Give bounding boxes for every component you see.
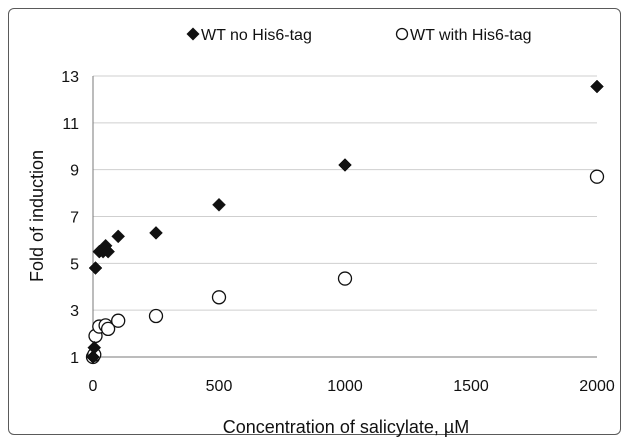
x-axis-title: Concentration of salicylate, µM	[223, 417, 469, 437]
data-point-filled-diamond	[591, 80, 604, 93]
y-axis-title: Fold of induction	[27, 150, 47, 282]
legend-marker-filled-diamond	[187, 28, 200, 41]
y-tick-label: 3	[70, 303, 79, 320]
data-point-filled-diamond	[213, 198, 226, 211]
y-tick-label: 11	[62, 116, 79, 133]
legend-label: WT with His6-tag	[410, 27, 532, 44]
data-point-open-circle	[150, 310, 163, 323]
y-tick-label: 5	[70, 256, 79, 273]
legend: WT no His6-tag WT with His6-tag	[187, 27, 532, 44]
data-point-open-circle	[112, 314, 125, 327]
legend-label: WT no His6-tag	[201, 27, 312, 44]
x-tick-label: 0	[89, 378, 98, 395]
legend-item-series-2: WT with His6-tag	[397, 27, 532, 44]
x-tick-label: 500	[206, 378, 233, 395]
legend-item-series-1: WT no His6-tag	[187, 27, 312, 44]
data-point-filled-diamond	[112, 230, 125, 243]
y-tick-label: 1	[70, 350, 79, 367]
x-tick-label: 1500	[453, 378, 489, 395]
legend-marker-open-circle	[397, 29, 408, 40]
x-tick-label: 2000	[579, 378, 615, 395]
data-point-open-circle	[591, 170, 604, 183]
data-point-open-circle	[213, 291, 226, 304]
data-point-open-circle	[339, 272, 352, 285]
y-tick-label: 13	[61, 69, 79, 86]
y-tick-label: 9	[70, 163, 79, 180]
x-tick-label: 1000	[327, 378, 363, 395]
y-tick-label: 7	[70, 210, 79, 227]
data-point-filled-diamond	[150, 226, 163, 239]
